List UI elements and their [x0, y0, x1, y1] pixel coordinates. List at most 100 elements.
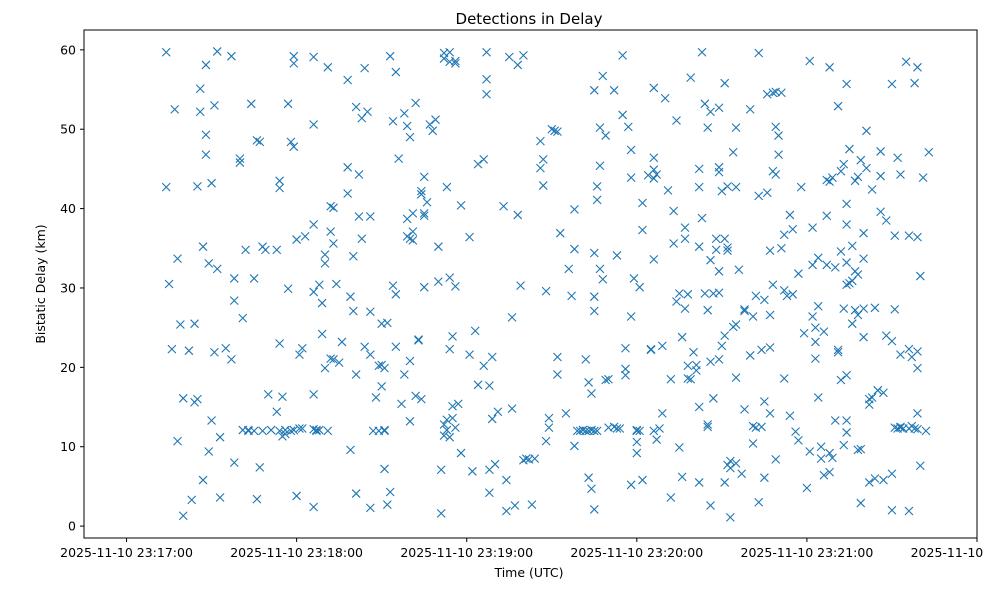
data-point	[765, 246, 775, 256]
data-point	[833, 345, 843, 355]
data-point	[354, 170, 364, 179]
data-point	[825, 62, 834, 72]
data-point	[808, 312, 817, 321]
data-point	[762, 188, 772, 198]
data-point	[215, 432, 225, 442]
data-point	[309, 220, 319, 229]
data-point	[405, 234, 415, 244]
data-point	[842, 199, 851, 209]
data-point	[672, 297, 681, 306]
data-point	[445, 344, 455, 354]
data-point	[448, 331, 457, 341]
data-point	[680, 304, 690, 313]
data-point	[164, 279, 174, 289]
data-point	[161, 47, 171, 57]
data-point	[825, 467, 834, 477]
data-point	[915, 271, 925, 281]
data-point	[595, 123, 605, 133]
data-point	[813, 253, 823, 263]
data-point	[246, 99, 256, 109]
data-point	[402, 121, 412, 131]
data-point	[541, 286, 551, 296]
data-point	[618, 110, 628, 120]
data-point	[229, 274, 239, 283]
data-point	[697, 213, 707, 223]
data-point	[187, 495, 197, 505]
data-point	[258, 426, 267, 436]
data-point	[765, 408, 775, 418]
data-point	[771, 455, 781, 464]
data-point	[853, 172, 863, 182]
data-point	[289, 58, 299, 68]
data-point	[913, 363, 922, 373]
data-point	[714, 167, 724, 177]
data-point	[411, 98, 421, 108]
data-point	[473, 380, 483, 390]
data-point	[331, 279, 341, 289]
data-point	[382, 318, 392, 328]
data-point	[343, 189, 353, 198]
data-point	[337, 337, 347, 347]
data-point	[893, 153, 903, 163]
data-point	[714, 103, 724, 113]
data-point	[470, 326, 480, 336]
data-point	[173, 436, 182, 446]
data-point	[621, 370, 630, 380]
data-point	[493, 407, 503, 417]
data-point	[765, 343, 775, 352]
data-point	[482, 47, 491, 57]
data-point	[425, 120, 435, 129]
data-point	[816, 454, 826, 464]
data-point	[771, 170, 781, 179]
data-point	[309, 52, 319, 62]
data-point	[847, 241, 857, 251]
data-point	[589, 85, 599, 95]
data-point	[839, 440, 849, 450]
data-point	[652, 170, 662, 179]
data-point	[317, 298, 327, 308]
data-point	[731, 458, 741, 468]
data-point	[666, 493, 676, 502]
data-point	[788, 289, 798, 299]
data-point	[649, 165, 659, 175]
data-point	[436, 465, 446, 475]
data-point	[391, 67, 401, 77]
data-point	[887, 79, 897, 89]
x-tick-label: 2025-11-10 23:22:00	[911, 545, 986, 560]
data-point	[751, 291, 761, 301]
data-point	[473, 159, 483, 169]
data-point	[589, 306, 599, 316]
data-point	[346, 445, 355, 455]
data-point	[904, 344, 914, 354]
data-point	[587, 389, 596, 398]
data-point	[819, 327, 829, 337]
data-point	[487, 352, 497, 362]
data-point	[263, 389, 273, 399]
data-point	[320, 258, 330, 268]
data-point	[621, 364, 630, 374]
data-point	[207, 416, 216, 425]
data-point	[241, 245, 250, 255]
data-point	[249, 274, 259, 283]
data-point	[748, 439, 758, 448]
x-tick-label: 2025-11-10 23:21:00	[741, 545, 874, 560]
data-point	[904, 231, 914, 240]
data-point	[348, 306, 358, 316]
data-point	[210, 347, 219, 357]
data-point	[706, 501, 715, 510]
data-point	[754, 191, 764, 201]
data-point	[842, 416, 851, 425]
data-point	[255, 137, 265, 147]
data-point	[700, 99, 710, 109]
data-point	[830, 262, 840, 272]
data-point	[652, 435, 662, 444]
data-point	[731, 373, 741, 383]
data-point	[312, 425, 321, 435]
data-point	[589, 292, 599, 302]
data-point	[416, 186, 426, 196]
data-point	[198, 242, 208, 252]
data-point	[680, 223, 690, 233]
data-point	[502, 475, 511, 485]
data-point	[348, 251, 358, 261]
data-point	[592, 195, 602, 205]
